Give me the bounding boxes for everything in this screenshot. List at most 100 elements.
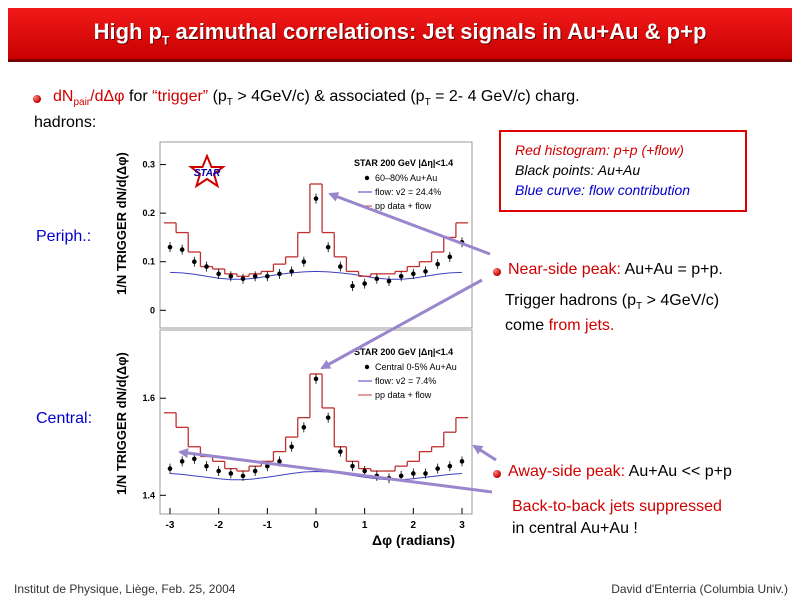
- central-auau-point: [423, 471, 428, 476]
- arrow-near-periph: [328, 192, 491, 256]
- bullet-icon: [493, 470, 501, 478]
- periph-legend-header: STAR 200 GeV |Δη|<1.4: [354, 158, 453, 168]
- central-xtick-label: 2: [411, 520, 417, 531]
- central-xtick-label: 0: [313, 520, 319, 531]
- central-xlabel: Δφ (radians): [372, 532, 455, 548]
- periph-auau-point: [277, 271, 282, 277]
- b2b-note-1: Back-to-back jets suppressed: [512, 498, 722, 515]
- b2b-note-2: in central Au+Au !: [512, 520, 638, 537]
- bullet-icon: [33, 95, 41, 103]
- central-auau-point: [350, 463, 355, 469]
- arrow-away-left: [178, 448, 493, 494]
- periph-auau-point: [313, 196, 319, 201]
- central-xtick-label: -3: [166, 520, 175, 531]
- central-auau-point: [240, 473, 246, 479]
- intro-line: dNpair/dΔφ for “trigger” (pT > 4GeV/c) &…: [53, 88, 580, 109]
- periph-auau-point: [362, 281, 367, 286]
- periph-auau-point: [228, 273, 234, 279]
- central-auau-point: [216, 468, 221, 474]
- central-auau-point: [374, 473, 380, 479]
- central-auau-point: [192, 456, 197, 462]
- periph-auau-point: [167, 244, 173, 250]
- central-auau-point: [167, 466, 173, 471]
- periph-auau-point: [179, 247, 185, 252]
- trigger-note-2: come from jets.: [505, 317, 615, 334]
- periph-auau-point: [398, 273, 404, 279]
- periph-auau-point: [289, 269, 294, 274]
- periph-legend-1: flow: v2 = 24.4%: [375, 187, 441, 197]
- periph-auau-point: [459, 239, 465, 245]
- near-side-note: Near-side peak: Au+Au = p+p.: [508, 261, 723, 278]
- periph-auau-point: [411, 271, 416, 277]
- central-auau-point: [204, 463, 209, 469]
- central-label: Central:: [36, 410, 93, 427]
- arrow-near-central: [320, 278, 483, 370]
- central-xtick-label: -2: [214, 520, 223, 531]
- slide-title-bar: High pT azimuthal correlations: Jet sign…: [8, 8, 792, 62]
- slide-title: High pT azimuthal correlations: Jet sign…: [93, 19, 707, 48]
- periph-ytick-label: 0: [150, 305, 155, 315]
- central-ytick-label: 1.6: [142, 393, 155, 403]
- trigger-note-1: Trigger hadrons (pT > 4GeV/c): [505, 292, 720, 313]
- central-auau-point: [179, 459, 185, 464]
- periph-auau-point: [447, 254, 453, 260]
- central-xtick-label: -1: [263, 520, 272, 531]
- central-legend-0: Central 0-5% Au+Au: [375, 362, 457, 372]
- arrow-away-right: [472, 444, 497, 462]
- legend-black: Black points: Au+Au: [515, 162, 641, 178]
- central-panel-frame: [159, 329, 473, 515]
- legend-blue: Blue curve: flow contribution: [515, 182, 691, 198]
- central-auau-point: [435, 466, 440, 471]
- periph-ytick-label: 0.2: [142, 208, 155, 218]
- periph-auau-point: [374, 276, 380, 282]
- periph-auau-point: [435, 261, 440, 267]
- central-xtick-label: 1: [362, 520, 368, 531]
- central-auau-point: [301, 425, 307, 430]
- central-auau-point: [398, 473, 404, 479]
- central-auau-point: [289, 444, 294, 450]
- central-auau-point: [313, 376, 319, 382]
- periph-legend-0: 60–80% Au+Au: [375, 173, 437, 183]
- away-side-note: Away-side peak: Au+Au << p+p: [508, 463, 732, 480]
- periph-auau-point: [192, 259, 197, 265]
- periph-ytick-label: 0.1: [142, 257, 155, 267]
- color-legend-box: Red histogram: p+p (+flow) Black points:…: [499, 130, 747, 212]
- central-auau-point: [277, 459, 282, 464]
- central-legend-header: STAR 200 GeV |Δη|<1.4: [354, 347, 453, 357]
- central-xtick-label: 3: [459, 520, 465, 531]
- central-legend-1: flow: v2 = 7.4%: [375, 376, 436, 386]
- footer-left: Institut de Physique, Liège, Feb. 25, 20…: [14, 582, 236, 596]
- central-auau-point: [362, 468, 367, 474]
- central-auau-point: [447, 463, 453, 469]
- periph-flow-curve: [169, 270, 463, 280]
- central-legend-2: pp data + flow: [375, 390, 432, 400]
- periph-auau-point: [338, 264, 343, 269]
- periph-auau-point: [216, 271, 221, 277]
- central-auau-point: [325, 415, 331, 420]
- legend-red: Red histogram: p+p (+flow): [515, 142, 684, 158]
- periph-auau-point: [301, 259, 307, 265]
- star-logo-text: STAR: [194, 168, 221, 179]
- central-auau-point: [265, 463, 270, 469]
- periph-auau-point: [423, 269, 428, 274]
- periph-auau-point: [240, 276, 246, 282]
- star-logo: STAR: [188, 153, 226, 189]
- central-flow-curve: [169, 470, 463, 481]
- central-auau-point: [338, 449, 343, 454]
- periph-auau-point: [204, 264, 209, 269]
- periph-auau-point: [386, 278, 392, 284]
- periph-legend-2: pp data + flow: [375, 201, 432, 211]
- periph-label: Periph.:: [36, 228, 92, 245]
- periph-ylabel: 1/N TRIGGER dN/d(Δφ): [114, 152, 129, 295]
- central-auau-point: [459, 459, 465, 464]
- periph-auau-point: [252, 273, 258, 279]
- central-auau-point: [228, 471, 234, 476]
- central-auau-point: [411, 471, 416, 476]
- intro-line-2: hadrons:: [34, 114, 97, 131]
- periph-auau-point: [350, 283, 355, 289]
- central-ylabel: 1/N TRIGGER dN/d(Δφ): [114, 352, 129, 495]
- footer-right: David d'Enterria (Columbia Univ.): [611, 582, 788, 596]
- periph-auau-point: [265, 273, 270, 279]
- bullet-icon: [493, 268, 501, 276]
- central-ytick-label: 1.4: [142, 490, 155, 500]
